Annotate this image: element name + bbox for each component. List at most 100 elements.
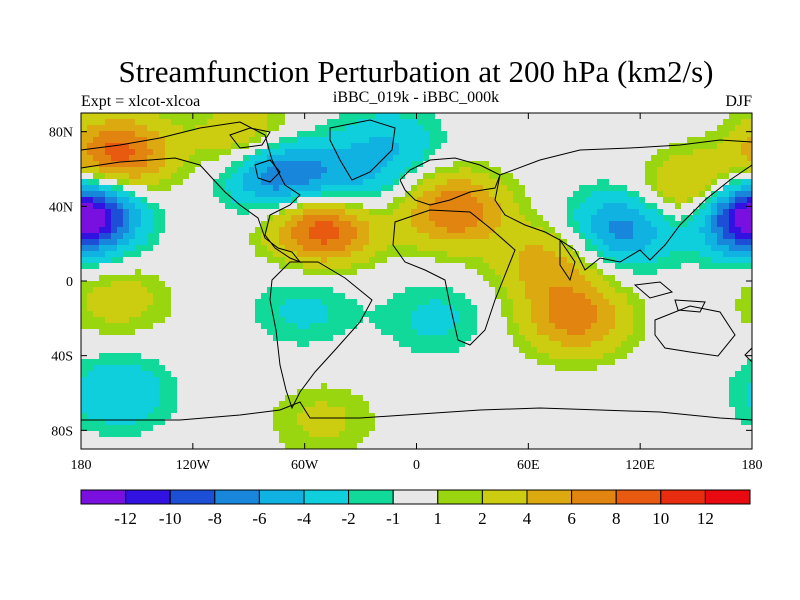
field-cell: [399, 257, 406, 264]
field-cell: [579, 281, 586, 288]
field-cell: [249, 353, 256, 360]
field-cell: [111, 233, 118, 240]
field-cell: [261, 365, 268, 372]
field-cell: [117, 353, 124, 360]
field-cell: [273, 275, 280, 282]
field-cell: [339, 371, 346, 378]
field-cell: [429, 347, 436, 354]
field-cell: [699, 185, 706, 192]
field-cell: [537, 251, 544, 258]
field-cell: [255, 251, 262, 258]
field-cell: [663, 323, 670, 330]
field-cell: [573, 311, 580, 318]
field-cell: [147, 287, 154, 294]
field-cell: [93, 335, 100, 342]
field-cell: [693, 299, 700, 306]
field-cell: [513, 125, 520, 132]
field-cell: [723, 215, 730, 222]
field-cell: [219, 245, 226, 252]
field-cell: [411, 179, 418, 186]
field-cell: [597, 155, 604, 162]
field-cell: [735, 317, 742, 324]
field-cell: [387, 329, 394, 336]
field-cell: [693, 197, 700, 204]
field-cell: [519, 317, 526, 324]
field-cell: [489, 311, 496, 318]
field-cell: [471, 371, 478, 378]
field-cell: [333, 275, 340, 282]
field-cell: [735, 119, 742, 126]
field-cell: [705, 347, 712, 354]
field-cell: [669, 287, 676, 294]
field-cell: [297, 125, 304, 132]
field-cell: [663, 317, 670, 324]
field-cell: [591, 251, 598, 258]
field-cell: [459, 125, 466, 132]
field-cell: [105, 239, 112, 246]
field-cell: [705, 365, 712, 372]
field-cell: [393, 377, 400, 384]
field-cell: [249, 275, 256, 282]
field-cell: [741, 215, 748, 222]
field-cell: [471, 287, 478, 294]
field-cell: [639, 317, 646, 324]
field-cell: [495, 155, 502, 162]
field-cell: [195, 281, 202, 288]
field-cell: [393, 305, 400, 312]
field-cell: [111, 329, 118, 336]
field-cell: [717, 311, 724, 318]
field-cell: [273, 365, 280, 372]
field-cell: [645, 305, 652, 312]
field-cell: [135, 143, 142, 150]
field-cell: [615, 239, 622, 246]
field-cell: [195, 137, 202, 144]
field-cell: [381, 287, 388, 294]
field-cell: [195, 305, 202, 312]
field-cell: [111, 149, 118, 156]
field-cell: [123, 227, 130, 234]
field-cell: [633, 173, 640, 180]
field-cell: [735, 233, 742, 240]
field-cell: [663, 209, 670, 216]
field-cell: [339, 341, 346, 348]
field-cell: [615, 173, 622, 180]
field-cell: [273, 191, 280, 198]
field-cell: [567, 227, 574, 234]
field-cell: [621, 263, 628, 270]
field-cell: [123, 245, 130, 252]
field-cell: [189, 239, 196, 246]
field-cell: [573, 245, 580, 252]
field-cell: [111, 173, 118, 180]
field-cell: [507, 323, 514, 330]
field-cell: [645, 251, 652, 258]
field-cell: [171, 203, 178, 210]
field-cell: [327, 299, 334, 306]
field-cell: [315, 299, 322, 306]
field-cell: [525, 245, 532, 252]
field-cell: [711, 221, 718, 228]
field-cell: [717, 341, 724, 348]
field-cell: [555, 371, 562, 378]
field-cell: [429, 161, 436, 168]
field-cell: [717, 239, 724, 246]
field-cell: [153, 251, 160, 258]
field-cell: [309, 179, 316, 186]
field-cell: [699, 335, 706, 342]
field-cell: [699, 221, 706, 228]
field-cell: [387, 335, 394, 342]
field-cell: [333, 329, 340, 336]
field-cell: [549, 359, 556, 366]
field-cell: [189, 179, 196, 186]
field-cell: [747, 167, 752, 174]
field-cell: [537, 245, 544, 252]
field-cell: [663, 149, 670, 156]
field-cell: [93, 149, 100, 156]
field-cell: [531, 329, 538, 336]
field-cell: [687, 275, 694, 282]
field-cell: [207, 305, 214, 312]
field-cell: [651, 215, 658, 222]
field-cell: [141, 269, 148, 276]
field-cell: [183, 137, 190, 144]
field-cell: [519, 113, 526, 120]
field-cell: [267, 365, 274, 372]
